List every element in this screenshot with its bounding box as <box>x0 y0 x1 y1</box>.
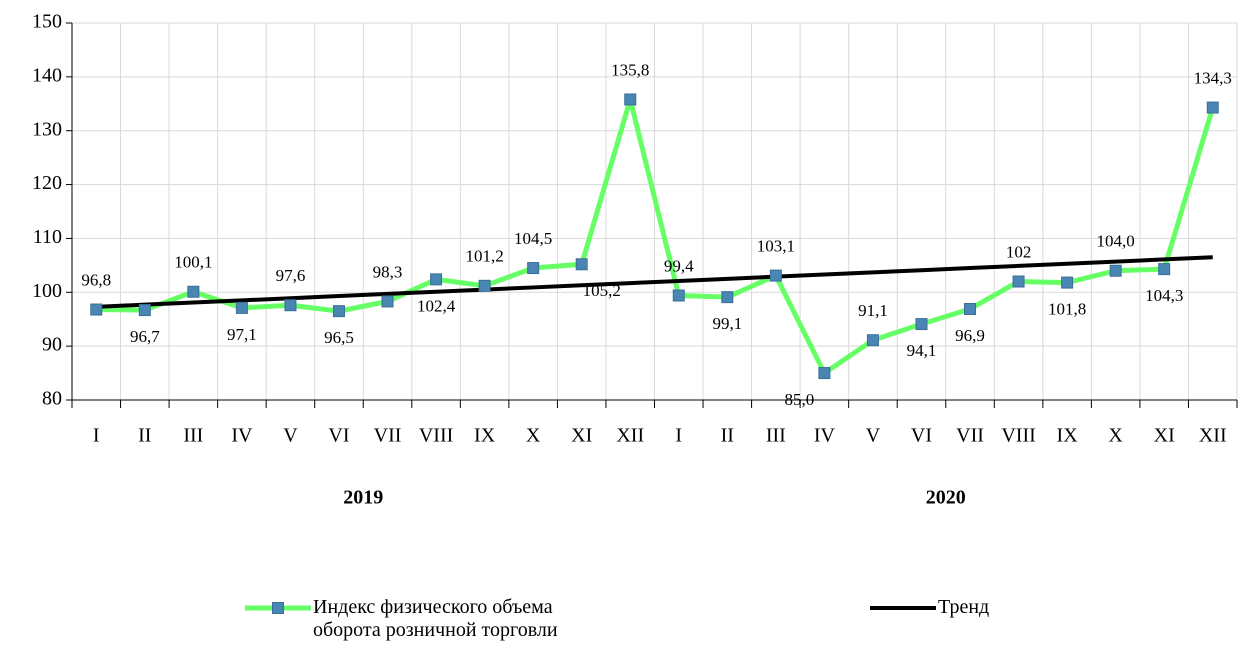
marker <box>769 269 782 282</box>
x-tick-label: XII <box>616 425 644 447</box>
legend-label: Тренд <box>938 596 990 618</box>
marker <box>527 262 540 275</box>
marker <box>1206 101 1219 114</box>
x-tick-label: I <box>675 425 682 447</box>
x-tick-label: IX <box>1057 425 1079 447</box>
data-label: 135,8 <box>611 60 649 79</box>
x-tick-label: IV <box>814 425 836 447</box>
data-label: 102,4 <box>417 296 456 315</box>
x-tick-label: III <box>183 425 203 447</box>
marker <box>381 295 394 308</box>
data-label: 98,3 <box>373 262 403 281</box>
x-tick-label: VI <box>911 425 932 447</box>
marker <box>235 301 248 314</box>
data-label: 101,8 <box>1048 299 1086 318</box>
y-tick-label: 120 <box>32 172 62 194</box>
marker <box>138 304 151 317</box>
data-label: 85,0 <box>785 390 815 409</box>
y-tick-label: 110 <box>33 226 62 248</box>
x-tick-label: X <box>1108 425 1123 447</box>
data-label: 103,1 <box>757 236 795 255</box>
data-label: 99,4 <box>664 256 694 275</box>
x-tick-label: III <box>766 425 786 447</box>
marker <box>332 305 345 318</box>
marker <box>575 258 588 271</box>
x-tick-label: XI <box>571 425 592 447</box>
marker <box>430 273 443 286</box>
data-label: 100,1 <box>174 253 212 272</box>
y-tick-label: 80 <box>42 388 62 410</box>
marker <box>187 285 200 298</box>
marker <box>915 318 928 331</box>
line <box>96 96 1216 376</box>
x-tick-label: X <box>526 425 541 447</box>
x-tick-label: XI <box>1154 425 1175 447</box>
x-tick-label: II <box>138 425 151 447</box>
marker <box>866 334 879 347</box>
x-tick-label: V <box>866 425 881 447</box>
x-tick-label: IX <box>474 425 496 447</box>
x-tick-label: VIII <box>419 425 453 447</box>
marker <box>818 367 831 380</box>
marker <box>1158 263 1171 276</box>
x-tick-label: I <box>93 425 100 447</box>
data-label: 101,2 <box>465 247 503 266</box>
data-label: 134,3 <box>1194 68 1232 87</box>
y-tick-label: 90 <box>42 334 62 356</box>
y-tick-label: 100 <box>32 280 62 302</box>
marker <box>672 289 685 302</box>
data-label: 104,3 <box>1145 286 1183 305</box>
data-label: 96,9 <box>955 326 985 345</box>
marker <box>478 279 491 292</box>
data-label: 104,5 <box>514 229 552 248</box>
data-label: 102 <box>1006 242 1032 261</box>
y-tick-label: 140 <box>32 64 62 86</box>
data-label: 91,1 <box>858 301 888 320</box>
marker <box>1012 275 1025 288</box>
x-tick-label: VIII <box>1001 425 1035 447</box>
line <box>96 255 1213 309</box>
data-label: 96,5 <box>324 328 354 347</box>
marker <box>1061 276 1074 289</box>
marker <box>624 93 637 106</box>
data-label: 97,1 <box>227 325 257 344</box>
x-tick-label: VII <box>374 425 402 447</box>
data-label: 96,8 <box>81 270 111 289</box>
marker <box>284 299 297 312</box>
legend-label: Индекс физического объема оборота рознич… <box>313 596 558 641</box>
data-label: 97,6 <box>276 266 306 285</box>
marker <box>90 303 103 316</box>
marker <box>721 291 734 304</box>
x-tick-label: V <box>283 425 298 447</box>
marker <box>1109 264 1122 277</box>
x-tick-label: VI <box>328 425 349 447</box>
data-label: 99,1 <box>712 314 742 333</box>
data-label: 104,0 <box>1097 232 1135 251</box>
x-tick-label: II <box>721 425 734 447</box>
y-tick-label: 150 <box>32 11 62 33</box>
data-label: 96,7 <box>130 327 160 346</box>
year-label: 2019 <box>343 487 383 509</box>
x-tick-label: XII <box>1199 425 1227 447</box>
x-tick-label: VII <box>956 425 984 447</box>
data-label: 94,1 <box>907 341 937 360</box>
data-label: 105,2 <box>583 281 621 300</box>
y-tick-label: 130 <box>32 118 62 140</box>
year-label: 2020 <box>926 487 966 509</box>
marker <box>964 302 977 315</box>
x-tick-label: IV <box>231 425 253 447</box>
legend-marker <box>272 602 284 614</box>
